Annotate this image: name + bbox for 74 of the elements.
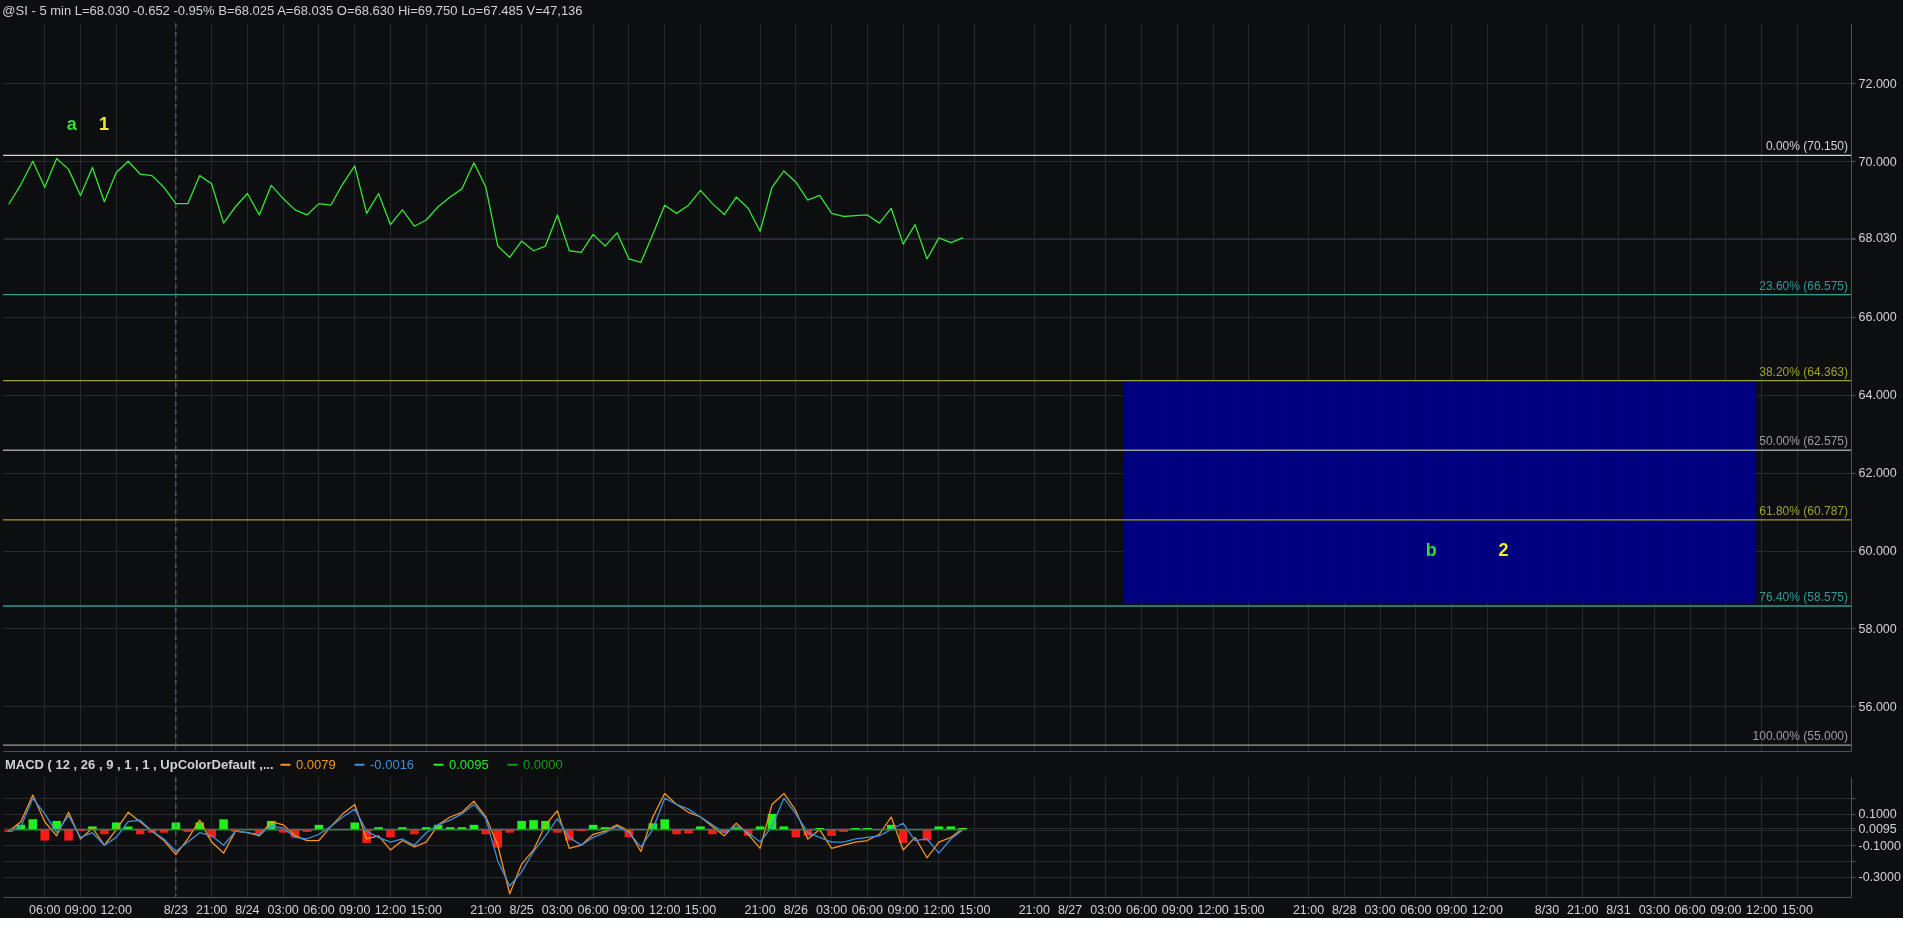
x-tick-label: 09:00 (1435, 902, 1468, 917)
x-tick-label: 15:00 (410, 902, 442, 917)
x-tick-label: 8/25 (509, 902, 534, 917)
legend-label: 0.0000 (523, 756, 563, 772)
x-tick-label: 8/27 (1057, 902, 1083, 917)
x-tick-label: 06:00 (851, 902, 884, 917)
x-tick-label: 8/24 (235, 902, 260, 917)
x-tick-label: 03:00 (267, 902, 299, 917)
ref-line-label: 61.80% (60.787) (1759, 503, 1848, 518)
x-tick-label: 15:00 (959, 902, 991, 917)
x-tick-label: 8/26 (783, 902, 809, 917)
x-tick-label: 09:00 (613, 902, 645, 917)
y-tick-label: 0.0095 (1858, 821, 1897, 836)
x-tick-label: 21:00 (744, 902, 776, 917)
x-tick-label: 03:00 (1364, 902, 1396, 917)
x-tick-label: 06:00 (1674, 902, 1706, 917)
y-tick-label: -0.1000 (1858, 838, 1901, 853)
x-tick-label: 15:00 (1781, 902, 1814, 917)
x-tick-label: 12:00 (374, 902, 407, 917)
x-tick-label: 06:00 (29, 902, 61, 917)
ref-line-label: 50.00% (62.575) (1759, 434, 1848, 449)
ref-line-label: 0.00% (70.150) (1765, 139, 1848, 154)
y-tick-label: 68.030 (1858, 231, 1897, 246)
x-tick-label: 03:00 (1090, 902, 1122, 917)
legend-label: 0.0095 (449, 756, 489, 772)
ref-line-label: 76.40% (58.575) (1759, 589, 1848, 604)
ref-line-label: 38.20% (64.363) (1759, 364, 1848, 379)
x-tick-label: 21:00 (1567, 902, 1599, 917)
y-tick-label: 0.1000 (1858, 807, 1897, 822)
x-tick-label: 21:00 (1018, 902, 1050, 917)
y-tick-label: 72.000 (1858, 76, 1897, 91)
x-tick-label: 8/31 (1606, 902, 1631, 917)
x-tick-label: 09:00 (887, 902, 919, 917)
x-tick-label: 06:00 (577, 902, 609, 917)
x-tick-label: 21:00 (196, 902, 228, 917)
chart-title: @SI - 5 min L=68.030 -0.652 -0.95% B=68.025 A=68.035 O=68.630 Hi=69.750 Lo=67.485 V=47,136 (2, 2, 583, 18)
x-tick-label: 21:00 (1292, 902, 1325, 917)
x-tick-label: 09:00 (339, 902, 371, 917)
x-tick-label: 12:00 (923, 902, 955, 917)
x-tick-label: 15:00 (684, 902, 717, 917)
x-tick-label: 12:00 (1745, 902, 1778, 917)
x-tick-label: 8/23 (163, 902, 189, 917)
x-tick-label: 09:00 (1710, 902, 1742, 917)
y-tick-label: 66.000 (1858, 310, 1897, 325)
x-tick-label: 09:00 (64, 902, 97, 917)
y-tick-label: 56.000 (1858, 699, 1897, 714)
x-tick-label: 09:00 (1161, 902, 1194, 917)
x-tick-label: 06:00 (303, 902, 335, 917)
y-tick-label: 58.000 (1858, 621, 1897, 636)
annotation: 1 (99, 113, 110, 134)
y-tick-label: 62.000 (1858, 466, 1897, 481)
legend-label: -0.0016 (370, 756, 415, 772)
x-tick-label: 06:00 (1125, 902, 1158, 917)
legend-label: 0.0079 (296, 756, 336, 772)
x-tick-label: 15:00 (1233, 902, 1265, 917)
x-tick-label: 03:00 (1638, 902, 1670, 917)
y-tick-label: 60.000 (1858, 544, 1897, 559)
annotation: a (66, 113, 78, 134)
x-tick-label: 03:00 (815, 902, 848, 917)
x-tick-label: 21:00 (470, 902, 502, 917)
x-tick-label: 8/28 (1332, 902, 1357, 917)
x-tick-label: 12:00 (649, 902, 681, 917)
x-tick-label: 12:00 (1471, 902, 1504, 917)
x-tick-label: 8/30 (1534, 902, 1560, 917)
ref-line-label: 100.00% (55.000) (1752, 729, 1848, 744)
y-tick-label: -0.3000 (1858, 870, 1901, 885)
y-tick-label: 70.000 (1858, 154, 1897, 169)
x-tick-label: 03:00 (541, 902, 574, 917)
x-tick-label: 12:00 (1197, 902, 1229, 917)
x-tick-label: 06:00 (1400, 902, 1432, 917)
x-tick-label: 12:00 (100, 902, 132, 917)
legend-title: MACD ( 12 , 26 , 9 , 1 , 1 , UpColorDefault ,... (5, 757, 274, 772)
ref-line-label: 23.60% (66.575) (1759, 278, 1848, 293)
y-tick-label: 64.000 (1858, 388, 1897, 403)
